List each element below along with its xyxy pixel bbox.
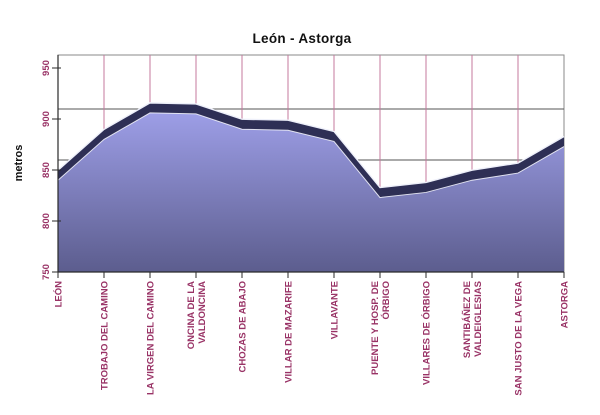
x-category-label: ÓRBIGO bbox=[380, 281, 392, 320]
x-category-label: SANTIBÁÑEZ DE bbox=[462, 281, 473, 358]
x-category-label: VILLAVANTE bbox=[330, 281, 341, 339]
x-category-label: SAN JUSTO DE LA VEGA bbox=[514, 281, 525, 396]
chart-title: León - Astorga bbox=[252, 31, 352, 46]
y-tick-label: 800 bbox=[41, 213, 52, 229]
y-tick-label: 750 bbox=[41, 264, 52, 280]
x-category-label: CHOZAS DE ABAJO bbox=[238, 281, 249, 373]
ridge-highlight-front bbox=[57, 112, 565, 199]
x-category-label: PUENTE Y HOSP. DE bbox=[370, 281, 381, 375]
y-tick-label: 850 bbox=[41, 162, 52, 178]
area-series bbox=[58, 112, 564, 272]
x-category-label: LA VIRGEN DEL CAMINO bbox=[146, 281, 157, 395]
x-category-label: ONCINA DE LA bbox=[186, 281, 197, 349]
x-category-label: ASTORGA bbox=[560, 281, 571, 328]
y-tick-label: 900 bbox=[41, 111, 52, 127]
ridge-highlight-back bbox=[57, 102, 565, 189]
x-category-label: LEÓN bbox=[53, 281, 65, 308]
x-category-label: TROBAJO DEL CAMINO bbox=[100, 281, 111, 390]
y-tick-label: 950 bbox=[41, 60, 52, 76]
x-category-label: VILLAR DE MAZARIFE bbox=[284, 281, 295, 383]
x-category-label: VILLARES DE ÓRBIGO bbox=[421, 281, 433, 385]
x-category-label: VALDONCINA bbox=[197, 281, 208, 344]
x-category-label: VALDEIGLESIAS bbox=[473, 281, 484, 357]
